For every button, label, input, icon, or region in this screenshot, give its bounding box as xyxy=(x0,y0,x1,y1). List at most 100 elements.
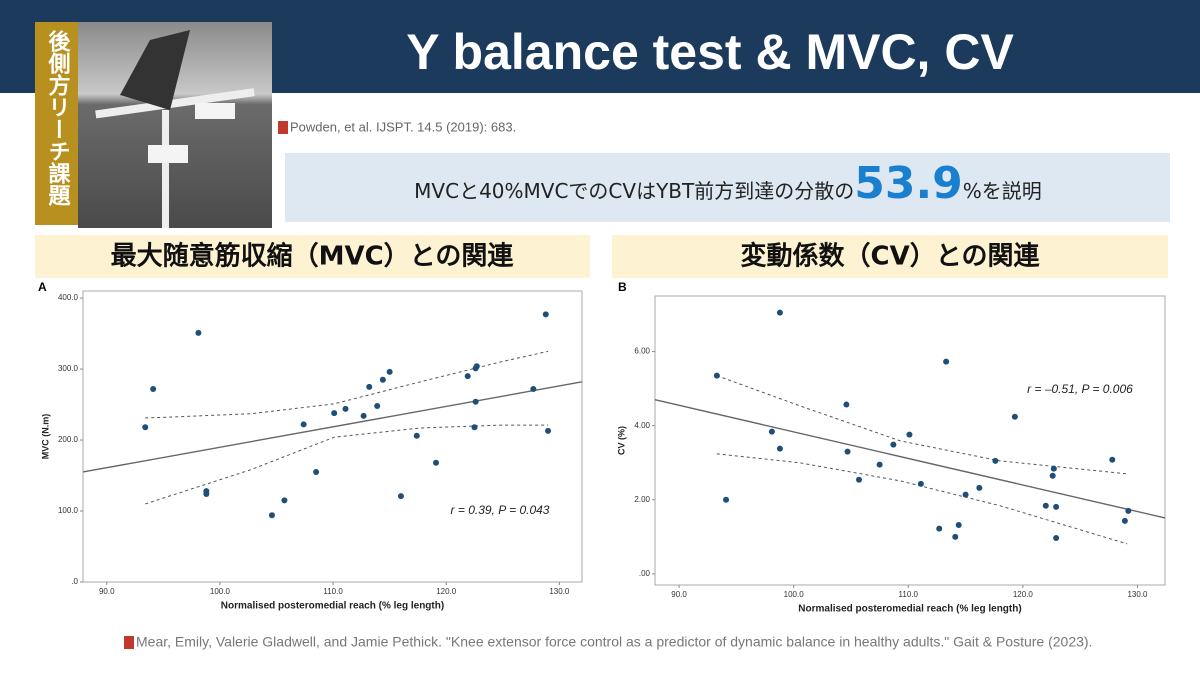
point xyxy=(776,445,783,452)
point xyxy=(203,490,210,497)
point xyxy=(1042,502,1049,509)
panel-label: B xyxy=(618,280,627,294)
point xyxy=(331,410,338,417)
x-tick-label: 90.0 xyxy=(671,590,687,599)
section-box xyxy=(612,235,1168,278)
citation-top: Powden, et al. IJSPT. 14.5 (2019): 683. xyxy=(290,119,516,134)
point xyxy=(1011,413,1018,420)
annotation: r = –0.51, P = 0.006 xyxy=(1027,382,1133,396)
point xyxy=(150,385,157,392)
point xyxy=(1125,507,1132,514)
summary-text: %を説明 xyxy=(963,179,1042,203)
point xyxy=(342,405,349,412)
summary-highlight: 53.9 xyxy=(854,158,963,209)
x-tick-label: 130.0 xyxy=(1127,590,1148,599)
section-title: 変動係数（CV）との関連 xyxy=(741,241,1041,272)
slide-title: Y balance test & MVC, CV xyxy=(406,24,1014,80)
confidence-band xyxy=(145,424,549,505)
x-axis-label: Normalised posteromedial reach (% leg le… xyxy=(221,601,444,612)
point xyxy=(955,521,962,528)
y-tick-label: 2.00 xyxy=(634,495,650,504)
point xyxy=(952,533,959,540)
x-axis-label: Normalised posteromedial reach (% leg le… xyxy=(798,604,1021,615)
citation-bottom: Mear, Emily, Valerie Gladwell, and Jamie… xyxy=(136,634,1092,650)
point xyxy=(976,484,983,491)
point xyxy=(768,428,775,435)
point xyxy=(876,461,883,468)
point xyxy=(843,401,850,408)
book-icon xyxy=(124,636,134,649)
point xyxy=(844,448,851,455)
point xyxy=(464,373,471,380)
point xyxy=(471,424,478,431)
y-tick-label: 100.0 xyxy=(58,506,79,515)
point xyxy=(776,309,783,316)
y-tick-label: 4.00 xyxy=(634,421,650,430)
point xyxy=(1053,534,1060,541)
point xyxy=(142,424,149,431)
point xyxy=(992,457,999,464)
side-label-box xyxy=(35,22,78,225)
point xyxy=(386,368,393,375)
point xyxy=(433,459,440,466)
point xyxy=(1109,456,1116,463)
x-tick-label: 120.0 xyxy=(1013,590,1034,599)
summary-box xyxy=(285,153,1170,222)
section-title: 最大随意筋収縮（MVC）との関連 xyxy=(111,241,515,272)
regression-line xyxy=(654,399,1166,519)
book-icon xyxy=(278,121,288,134)
annotation: r = 0.39, P = 0.043 xyxy=(451,503,550,517)
x-tick-label: 100.0 xyxy=(784,590,805,599)
point xyxy=(545,427,552,434)
x-tick-label: 110.0 xyxy=(899,590,919,599)
point xyxy=(943,358,950,365)
y-axis-label: MVC (N.m) xyxy=(40,414,50,460)
point xyxy=(195,329,202,336)
point xyxy=(360,412,367,419)
point xyxy=(962,491,969,498)
point xyxy=(472,398,479,405)
point xyxy=(281,497,288,504)
plot-frame xyxy=(82,290,583,583)
confidence-band xyxy=(145,350,549,419)
point xyxy=(397,493,404,500)
confidence-band xyxy=(716,453,1128,545)
point xyxy=(1121,517,1128,524)
point xyxy=(713,372,720,379)
point xyxy=(890,441,897,448)
point xyxy=(542,311,549,318)
y-tick-label: 400.0 xyxy=(58,293,79,302)
y-tick-label: .00 xyxy=(639,569,651,578)
x-tick-label: 100.0 xyxy=(210,587,231,596)
photo xyxy=(78,22,272,228)
point xyxy=(268,512,275,519)
point xyxy=(723,496,730,503)
point xyxy=(856,476,862,483)
plot-frame xyxy=(654,295,1166,586)
y-tick-label: 200.0 xyxy=(58,435,79,444)
x-tick-label: 90.0 xyxy=(99,587,115,596)
point xyxy=(413,432,420,439)
point xyxy=(313,468,320,475)
point xyxy=(1053,503,1060,510)
point xyxy=(473,363,480,370)
point xyxy=(917,480,924,487)
point xyxy=(530,385,537,392)
regression-line xyxy=(82,381,583,473)
point xyxy=(379,376,386,383)
summary: MVCと40%MVCでのCVはYBT前方到達の分散の53.9%を説明 xyxy=(414,158,1042,209)
x-tick-label: 110.0 xyxy=(323,587,343,596)
y-tick-label: 300.0 xyxy=(58,364,79,373)
y-axis-label: CV (%) xyxy=(616,426,626,455)
y-tick-label: 6.00 xyxy=(634,347,650,356)
summary-text: MVCと40%MVCでのCVはYBT前方到達の分散の xyxy=(414,179,854,203)
y-tick-label: .0 xyxy=(71,577,78,586)
side-label: 後側方リーチ課題 xyxy=(45,29,72,207)
point xyxy=(374,402,381,409)
charts: A 90.0 100.0 110.0 120.0 130.0 .0 100.0 200.0 300… xyxy=(38,280,1166,615)
x-tick-label: 130.0 xyxy=(549,587,570,596)
point xyxy=(366,383,373,390)
point xyxy=(906,431,913,438)
